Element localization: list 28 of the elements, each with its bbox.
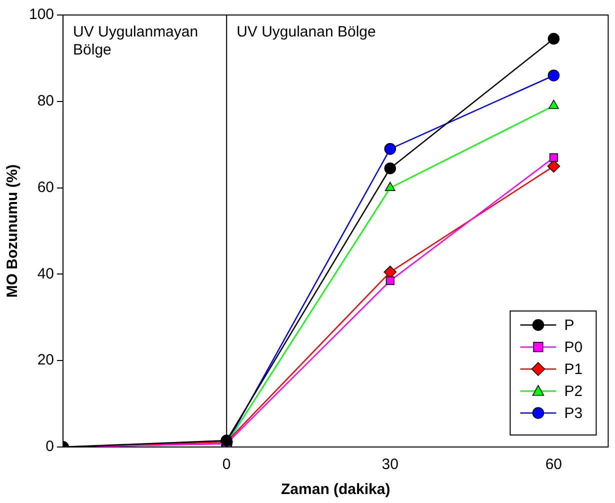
legend-label: P1 [564,361,583,378]
y-tick-label: 40 [37,265,54,282]
x-tick-label: 60 [545,456,562,474]
annotation: UV Uygulanmayan Bölge [73,24,198,59]
y-tick-label: 0 [46,438,54,456]
legend-label: P0 [564,339,583,356]
point [548,32,560,45]
x-tick-label: 0 [222,456,231,474]
point [547,160,560,173]
point [384,162,396,174]
y-tick-label: 20 [37,352,54,369]
legend-label: P3 [564,405,583,422]
x-tick-label: 30 [382,456,398,474]
legend-label: P2 [564,383,583,400]
y-tick-label: 100 [28,6,54,24]
point [386,276,394,285]
y-axis-title: MO Bozunumu (%) [4,164,22,298]
point [384,182,396,191]
x-axis-title: Zaman (dakika) [281,481,390,498]
y-tick-label: 80 [37,92,54,110]
point [549,153,558,162]
point [548,70,560,82]
legend-label: P [564,317,574,334]
point [384,143,396,155]
point [548,100,559,109]
y-tick-label: 60 [37,178,54,196]
point [384,266,397,278]
annotation: UV Uygulanan Bölge [236,24,376,41]
